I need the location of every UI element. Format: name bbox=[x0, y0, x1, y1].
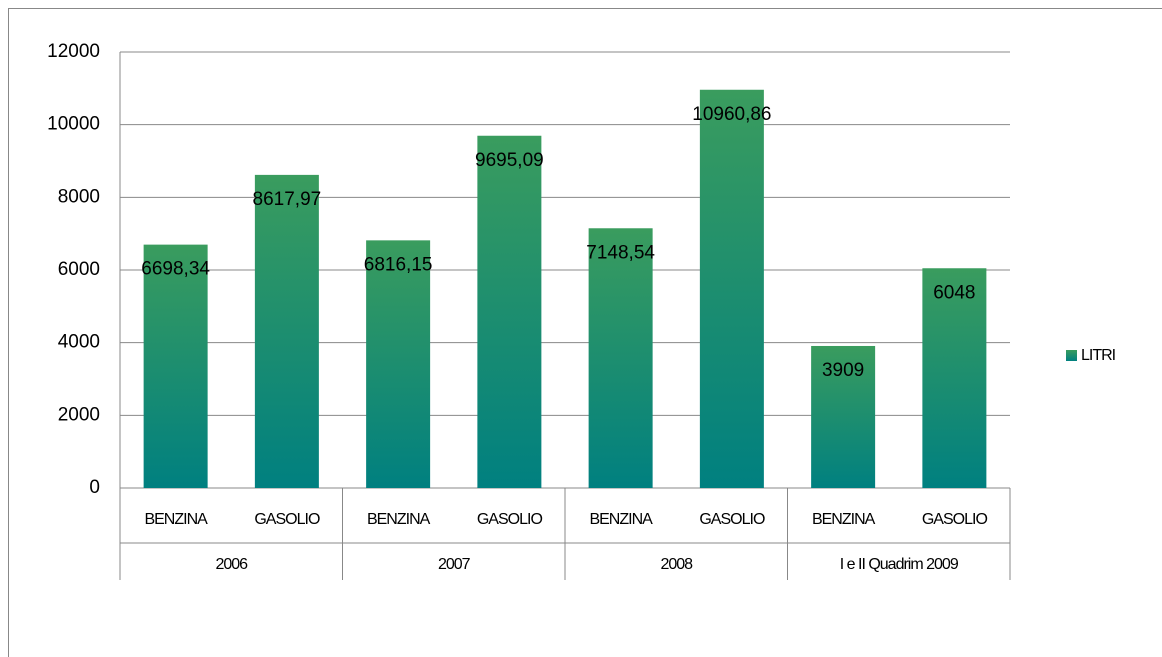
x-tick-label: BENZINA bbox=[367, 511, 431, 528]
x-tick-label: BENZINA bbox=[589, 511, 653, 528]
x-tick-label: GASOLIO bbox=[922, 511, 988, 528]
chart-frame bbox=[8, 8, 1162, 657]
y-tick-label: 12000 bbox=[47, 41, 100, 62]
y-tick-label: 4000 bbox=[58, 332, 100, 353]
data-label: 7148,54 bbox=[586, 242, 655, 263]
y-tick-label: 8000 bbox=[58, 186, 100, 207]
data-label: 6698,34 bbox=[141, 259, 210, 280]
bar bbox=[588, 228, 653, 488]
x-tick-label: GASOLIO bbox=[254, 511, 320, 528]
data-label: 6048 bbox=[933, 282, 975, 303]
y-tick-label: 10000 bbox=[47, 114, 100, 135]
bar bbox=[254, 174, 319, 488]
group-label: 2006 bbox=[215, 556, 248, 573]
bar bbox=[366, 240, 431, 488]
x-tick-label: BENZINA bbox=[144, 511, 208, 528]
x-tick-label: BENZINA bbox=[812, 511, 876, 528]
group-label: 2007 bbox=[438, 556, 471, 573]
y-tick-label: 6000 bbox=[58, 259, 100, 280]
bar bbox=[143, 244, 208, 488]
x-tick-label: GASOLIO bbox=[699, 511, 765, 528]
data-label: 3909 bbox=[822, 360, 864, 381]
group-label: 2008 bbox=[660, 556, 693, 573]
bar bbox=[477, 135, 542, 488]
bar bbox=[811, 345, 876, 488]
y-tick-label: 2000 bbox=[58, 404, 100, 425]
legend-swatch bbox=[1066, 350, 1077, 361]
data-label: 8617,97 bbox=[253, 189, 322, 210]
y-tick-label: 0 bbox=[89, 477, 100, 498]
data-label: 9695,09 bbox=[475, 150, 544, 171]
group-label: I e II Quadrim 2009 bbox=[840, 556, 959, 573]
bar bbox=[922, 268, 987, 488]
bar bbox=[699, 89, 764, 488]
data-label: 10960,86 bbox=[692, 104, 771, 125]
data-label: 6816,15 bbox=[364, 254, 433, 275]
x-tick-label: GASOLIO bbox=[477, 511, 543, 528]
legend-label: LITRI bbox=[1081, 347, 1115, 364]
